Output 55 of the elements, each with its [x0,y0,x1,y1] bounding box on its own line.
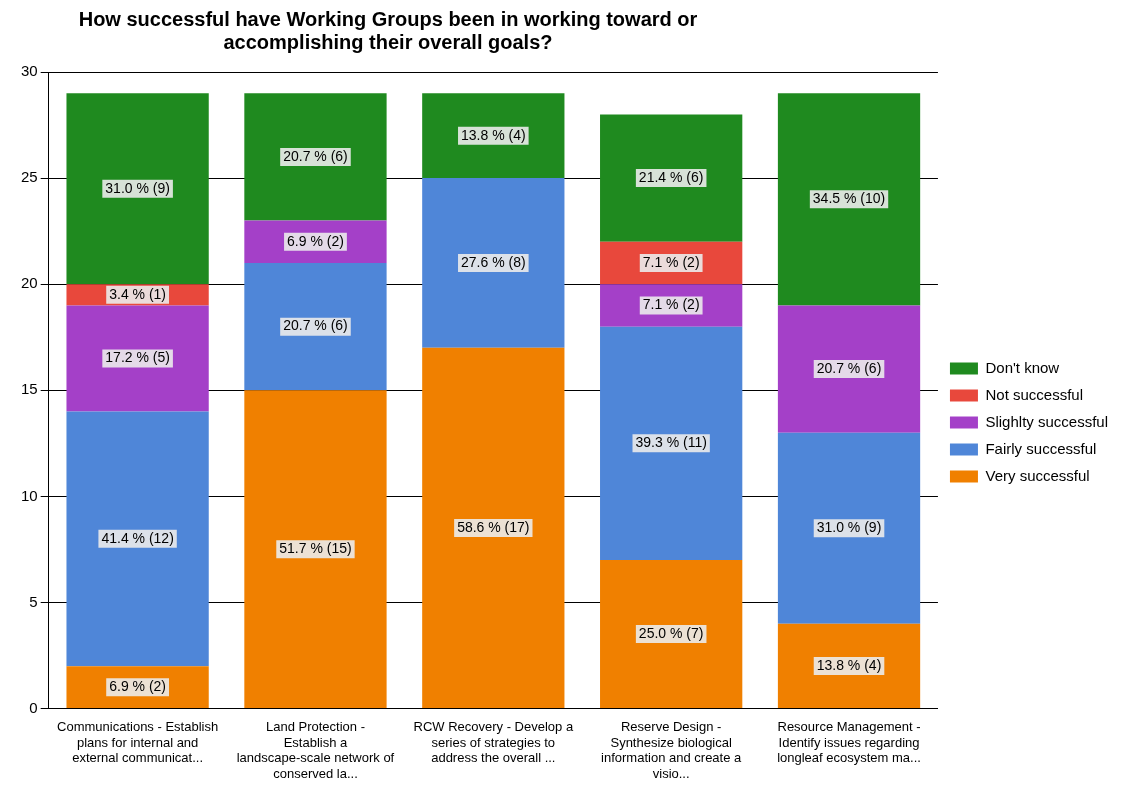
legend-label: Very successful [985,466,1090,484]
data-label: 20.7 % (6) [816,359,882,376]
chart-title: How successful have Working Groups been in working toward or accomplishing their overall goals? [77,8,699,54]
bar [600,560,743,709]
bar [422,178,565,348]
bar [66,305,209,412]
bar [66,93,209,285]
data-label: 7.1 % (2) [642,253,700,270]
bar [777,305,921,433]
data-label: 6.9 % (2) [109,677,167,694]
data-label: 21.4 % (6) [638,168,704,185]
bar [777,623,921,709]
bar [244,262,387,391]
data-label: 13.8 % (4) [816,656,882,673]
x-tick-label: Reserve Design - Synthesize biological information and create a visio... [601,718,743,781]
data-label: 13.8 % (4) [461,126,526,143]
data-label: 34.5 % (10) [812,190,886,207]
data-label: 17.2 % (5) [105,349,170,366]
data-label: 31.0 % (9) [105,179,170,196]
legend-label: Slighlty successful [985,412,1109,430]
data-label: 58.6 % (17) [457,518,530,535]
bar [600,326,743,561]
data-label: 39.3 % (11) [635,434,707,451]
bar [777,432,921,624]
data-label: 3.4 % (1) [109,285,167,302]
y-tick-label: 0 [29,698,38,716]
y-tick-label: 15 [21,380,38,398]
y-tick-label: 20 [21,274,38,292]
data-label: 6.9 % (2) [287,232,344,249]
bar [422,347,565,709]
y-tick-label: 5 [29,592,38,610]
data-label: 20.7 % (6) [283,147,348,164]
data-label: 31.0 % (9) [816,519,882,536]
y-tick-label: 30 [21,62,38,80]
x-tick-label: Resource Management - Identify issues regarding longleaf ecosystem ma... [777,718,921,766]
bar [777,93,921,306]
data-label: 25.0 % (7) [638,624,704,641]
data-label: 41.4 % (12) [101,529,174,546]
legend-label: Fairly successful [985,439,1097,457]
x-tick-label: RCW Recovery - Develop a series of strategies to address the overall ... [413,718,574,766]
data-label: 20.7 % (6) [283,317,348,334]
data-label: 51.7 % (15) [279,540,352,557]
x-tick-label: Land Protection - Establish a landscape-scale network of conserved la... [236,718,395,781]
data-label: 27.6 % (8) [461,253,526,270]
data-label: 7.1 % (2) [642,296,700,313]
bar [244,93,387,221]
bar [66,411,209,667]
y-tick-label: 25 [21,168,38,186]
bar [600,114,743,242]
legend-label: Not successful [985,385,1083,403]
legend-label: Don't know [985,358,1060,376]
bar [244,390,387,709]
y-tick-label: 10 [21,486,38,504]
bar [422,93,565,179]
x-tick-label: Communications - Establish plans for internal and external communicat... [57,718,219,766]
